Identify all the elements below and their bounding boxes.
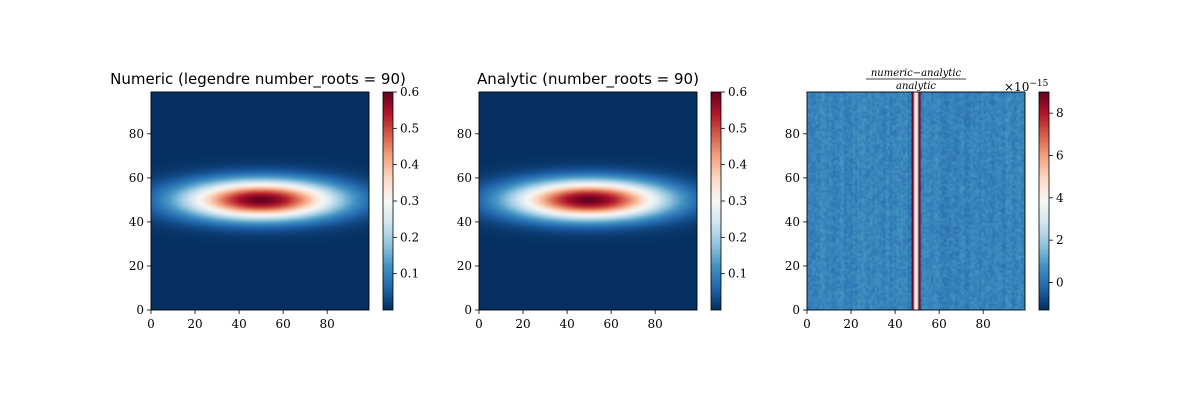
- y-tick-label: 20: [129, 259, 144, 273]
- x-tick-label: 40: [887, 317, 902, 331]
- colorbar-tick-label: 2: [1056, 233, 1064, 247]
- colorbar-multiplier: ×10−15: [1004, 79, 1049, 94]
- y-tick-label: 60: [785, 171, 800, 185]
- plot-frame: [150, 91, 370, 311]
- y-tick-label: 80: [457, 127, 472, 141]
- colorbar-ticks: 0.1 0.2 0.3 0.4 0.5 0.6: [393, 85, 419, 281]
- y-tick-label: 60: [457, 171, 472, 185]
- panel-title-fraction: numeric−analytic analytic: [866, 68, 966, 92]
- colorbar-ticks: 0 2 4 6 8: [1049, 106, 1064, 289]
- x-tick-label: 80: [320, 317, 335, 331]
- y-tick-label: 40: [785, 215, 800, 229]
- x-tick-label: 0: [147, 317, 155, 331]
- colorbar-tick-label: 0.6: [400, 85, 419, 99]
- colorbar-tick-label: 0.2: [728, 230, 747, 244]
- x-tick-label: 20: [843, 317, 858, 331]
- x-tick-label: 60: [603, 317, 618, 331]
- colorbar-tick-label: 8: [1056, 106, 1064, 120]
- panel-relative-error: numeric−analytic analytic 0 20 40 60 8002040…: [785, 68, 1064, 331]
- y-tick-label: 0: [464, 303, 472, 317]
- colorbar-tick-label: 0.5: [728, 121, 747, 135]
- x-tick-label: 40: [559, 317, 574, 331]
- title-numerator: numeric−analytic: [871, 68, 962, 79]
- colorbar-gradient: [711, 92, 721, 310]
- x-tick-label: 80: [648, 317, 663, 331]
- colorbar-tick-label: 0.5: [400, 121, 419, 135]
- colorbar-tick-label: 0.1: [728, 267, 747, 281]
- x-tick-label: 20: [515, 317, 530, 331]
- x-tick-label: 80: [976, 317, 991, 331]
- x-tick-label: 60: [931, 317, 946, 331]
- axes-ticks: 0 20 40 60 80 0 20 40 60 80: [785, 127, 991, 331]
- axes-ticks: 0 20 40 60 80 0 20 40 60 80: [457, 127, 663, 331]
- x-tick-label: 60: [275, 317, 290, 331]
- y-tick-label: 60: [129, 171, 144, 185]
- colorbar-tick-label: 0.1: [400, 267, 419, 281]
- colorbar-ticks: 0.1 0.2 0.3 0.4 0.5 0.6: [721, 85, 747, 281]
- x-tick-label: 20: [187, 317, 202, 331]
- colorbar-tick-label: 4: [1056, 191, 1064, 205]
- panel-title: Analytic (number_roots = 90): [477, 70, 699, 89]
- colorbar-tick-label: 0.3: [400, 194, 419, 208]
- heatmap-image: [151, 92, 369, 310]
- colorbar-tick-label: 0.4: [400, 158, 419, 172]
- y-tick-label: 40: [457, 215, 472, 229]
- panel-title: Numeric (legendre number_roots = 90): [110, 70, 406, 89]
- y-tick-label: 80: [129, 127, 144, 141]
- x-tick-label: 0: [803, 317, 811, 331]
- y-tick-label: 0: [792, 303, 800, 317]
- axes-ticks: 0 20 40 60 80 0 20 40 60 80: [129, 127, 335, 331]
- colorbar-tick-label: 6: [1056, 148, 1064, 162]
- colorbar-gradient: [383, 92, 393, 310]
- colorbar-tick-label: 0.6: [728, 85, 747, 99]
- plot-frame: [806, 91, 1026, 311]
- panel-numeric: Numeric (legendre number_roots = 90) 0 20…: [110, 70, 419, 331]
- colorbar-tick-label: 0.2: [400, 230, 419, 244]
- y-tick-label: 20: [785, 259, 800, 273]
- colorbar-tick-label: 0: [1056, 275, 1064, 289]
- plot-frame: [478, 91, 698, 311]
- heatmap-image: [807, 92, 1025, 310]
- x-tick-label: 0: [475, 317, 483, 331]
- y-tick-label: 40: [129, 215, 144, 229]
- colorbar-tick-label: 0.3: [728, 194, 747, 208]
- x-tick-label: 40: [231, 317, 246, 331]
- y-tick-label: 20: [457, 259, 472, 273]
- y-tick-label: 80: [785, 127, 800, 141]
- panel-analytic: Analytic (number_roots = 90) 0 20 40 60 80 0 2…: [457, 70, 748, 331]
- y-tick-label: 0: [136, 303, 144, 317]
- colorbar-tick-label: 0.4: [728, 158, 747, 172]
- colorbar-gradient: [1039, 92, 1049, 310]
- colorbar-frame: [1038, 91, 1050, 311]
- heatmap-image: [479, 92, 697, 310]
- title-denominator: analytic: [896, 81, 936, 92]
